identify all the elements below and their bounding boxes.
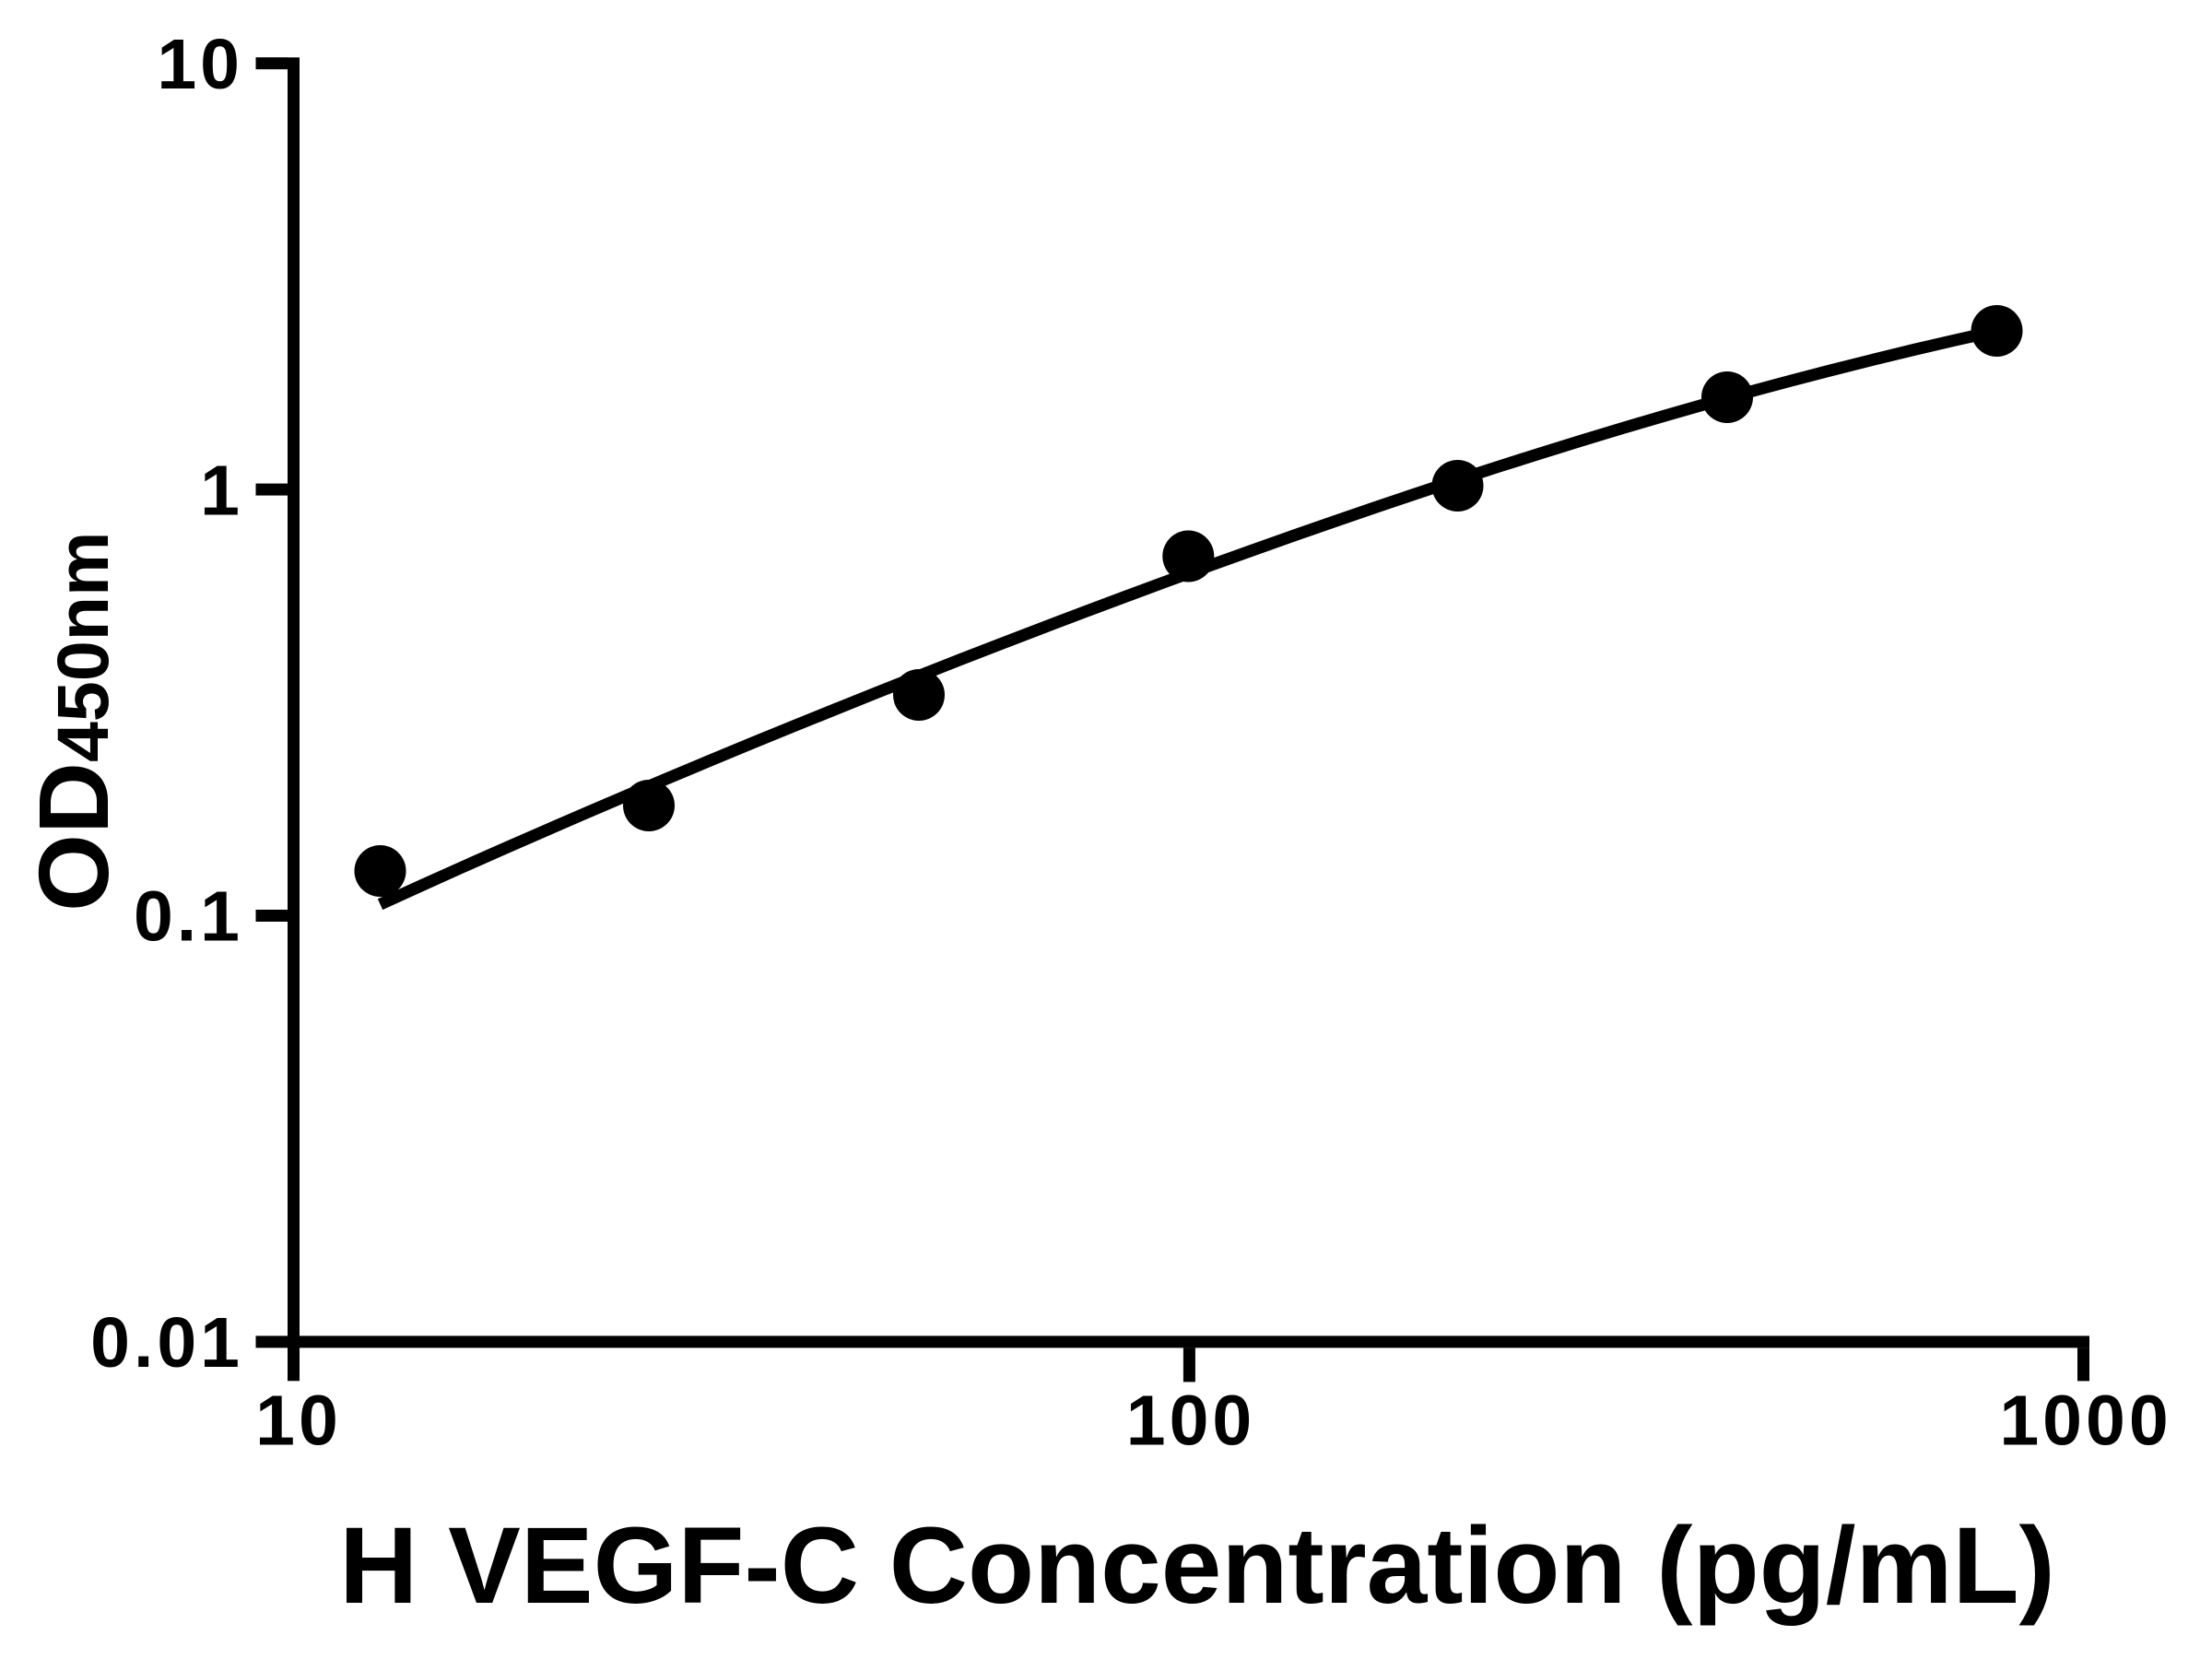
svg-text:10: 10 [255,1382,342,1461]
svg-text:H VEGF-C Concentration (pg/mL): H VEGF-C Concentration (pg/mL) [339,1505,2055,1627]
svg-text:0.01: 0.01 [90,1303,243,1382]
svg-text:10: 10 [157,25,243,104]
svg-text:0.1: 0.1 [134,877,243,957]
svg-text:100: 100 [1126,1382,1255,1461]
svg-text:OD450nm: OD450nm [18,532,129,912]
svg-text:1000: 1000 [1999,1382,2171,1461]
svg-text:1: 1 [200,451,243,530]
